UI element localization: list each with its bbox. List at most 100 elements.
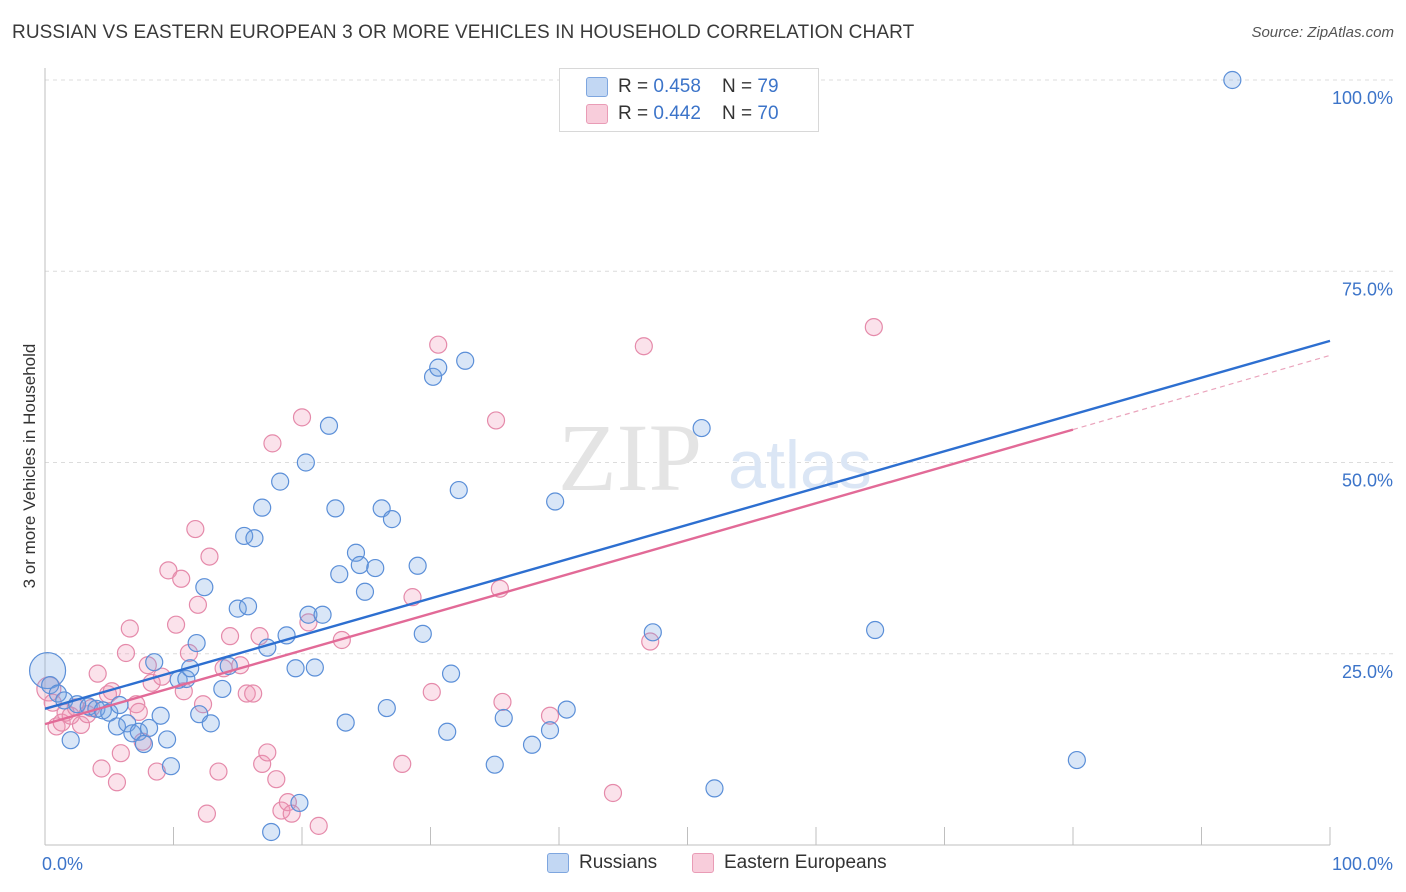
- russians-point: [145, 653, 164, 672]
- source-label: Source: ZipAtlas.com: [1251, 24, 1394, 41]
- eastern-point: [209, 762, 228, 781]
- legend-text-russians: R = 0.458 N = 79: [618, 76, 779, 97]
- russians-point: [213, 679, 232, 699]
- eastern-point: [193, 695, 213, 714]
- axes: [44, 68, 1331, 846]
- eastern-point: [267, 770, 286, 789]
- eastern-point: [540, 706, 560, 725]
- russians-point: [319, 416, 339, 435]
- eastern-point: [220, 627, 240, 646]
- russians-point: [326, 499, 345, 518]
- russians-point: [456, 351, 475, 370]
- eastern-point: [429, 335, 448, 354]
- legend-swatch-russians: [586, 77, 608, 97]
- russians-point: [100, 703, 119, 722]
- russians-point: [522, 735, 542, 754]
- russians-point: [290, 793, 309, 813]
- legend-text-eastern: R = 0.442 N = 70: [618, 103, 779, 124]
- russians-point: [438, 722, 457, 741]
- eastern-point: [129, 702, 148, 721]
- legend-swatch-eastern: [586, 104, 608, 124]
- eastern-point: [864, 317, 883, 337]
- russians-point: [305, 658, 324, 677]
- russians-point: [643, 623, 662, 642]
- eastern-point: [309, 816, 328, 835]
- eastern-point: [422, 682, 441, 702]
- eastern-point: [200, 547, 219, 566]
- chart-title: RUSSIAN VS EASTERN EUROPEAN 3 OR MORE VE…: [12, 22, 915, 43]
- russians-point: [201, 714, 220, 733]
- russians-point: [123, 724, 142, 743]
- eastern-point: [299, 613, 318, 632]
- russians-point: [286, 659, 305, 678]
- eastern-point: [244, 684, 263, 703]
- eastern-point: [172, 569, 191, 588]
- eastern-point: [120, 619, 139, 638]
- eastern-point: [88, 664, 107, 683]
- russians-point: [195, 578, 214, 597]
- series-swatch-russians: [547, 853, 569, 873]
- points-eastern-europeans: [36, 317, 883, 835]
- eastern-point: [186, 519, 205, 539]
- y-tick-label: 50.0%: [1342, 471, 1393, 491]
- russians-point: [423, 367, 443, 386]
- russians-point: [187, 633, 206, 653]
- eastern-point: [111, 744, 130, 763]
- eastern-point: [179, 643, 199, 663]
- eastern-point: [237, 684, 256, 703]
- russians-point: [692, 418, 711, 438]
- y-axis-label-wrap: 3 or more Vehicles in Household: [16, 300, 44, 640]
- russians-point: [557, 700, 576, 719]
- russians-point: [238, 597, 258, 616]
- russians-point: [299, 605, 318, 624]
- russians-point: [157, 730, 177, 749]
- eastern-point: [292, 408, 312, 427]
- trend-line-eastern-extension: [1072, 354, 1331, 431]
- trend-lines: [44, 339, 1331, 726]
- russians-point: [330, 565, 349, 584]
- russians-point: [134, 734, 154, 754]
- eastern-point: [258, 743, 277, 762]
- russians-point: [546, 492, 565, 511]
- russians-point: [382, 510, 402, 529]
- eastern-point: [253, 754, 272, 774]
- russians-point: [355, 582, 375, 601]
- y-axis-label: 3 or more Vehicles in Household: [20, 343, 39, 589]
- watermark-zip: ZIP: [558, 404, 702, 511]
- russians-point: [48, 684, 67, 703]
- eastern-point: [92, 759, 111, 778]
- eastern-point: [263, 434, 282, 453]
- y-tick-label: 75.0%: [1342, 279, 1393, 299]
- russians-point: [336, 713, 355, 732]
- russians-point: [485, 755, 504, 774]
- russians-point: [262, 822, 281, 842]
- eastern-point: [393, 754, 412, 774]
- russians-point: [429, 358, 448, 377]
- russians-point: [296, 453, 315, 472]
- gridlines: [45, 79, 1395, 655]
- russians-point: [494, 708, 513, 728]
- eastern-point: [159, 561, 178, 580]
- x-tick-label-min: 0.0%: [42, 854, 83, 874]
- eastern-point: [603, 783, 623, 803]
- russians-point: [705, 779, 724, 798]
- eastern-point: [147, 762, 166, 781]
- eastern-point: [116, 643, 136, 663]
- russians-point: [61, 731, 80, 750]
- eastern-point: [71, 715, 91, 734]
- eastern-point: [197, 804, 217, 823]
- russians-point: [408, 556, 427, 575]
- y-tick-label: 25.0%: [1342, 662, 1393, 682]
- trend-line-russians: [44, 339, 1331, 710]
- russians-point: [540, 721, 560, 740]
- russians-point: [441, 664, 461, 683]
- russians-point: [366, 558, 385, 578]
- russians-point: [151, 706, 170, 725]
- watermark-atlas: atlas: [728, 427, 872, 503]
- russians-point: [253, 498, 272, 517]
- russians-point: [271, 472, 290, 491]
- russians-point: [377, 698, 396, 718]
- trend-line-eastern: [44, 428, 1074, 726]
- eastern-point: [188, 595, 208, 614]
